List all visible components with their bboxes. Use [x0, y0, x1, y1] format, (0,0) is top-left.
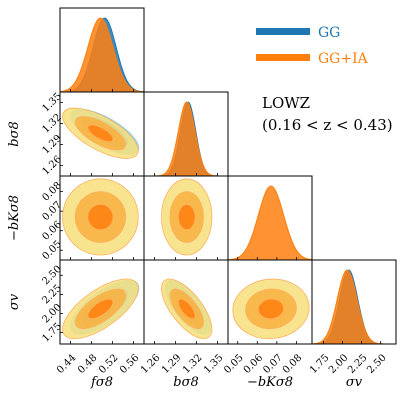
- legend-label-ggia: GG+IA: [318, 51, 369, 67]
- panel-content: [232, 278, 310, 340]
- x-tick-label-fs8-2: 0.52: [97, 352, 121, 376]
- panel-content: [62, 107, 140, 159]
- panel-bKs8-bKs8: [227, 175, 313, 261]
- contour-ggia-fs8-sv-level-3: [87, 298, 114, 320]
- panel-content: [228, 185, 312, 260]
- panel-content: [144, 101, 228, 176]
- x-tick-label-fs8-1: 0.48: [76, 352, 100, 376]
- annotation-survey: LOWZ: [262, 94, 310, 112]
- x-tick-label-bKs8-0: 0.05: [222, 352, 246, 376]
- y-axis-label-bs8: bσ8: [7, 121, 22, 146]
- legend: GG GG+IA: [256, 25, 369, 67]
- x-tick-label-fs8-3: 0.56: [118, 352, 142, 376]
- panel-content: [62, 278, 140, 340]
- x-axis-label-bKs8: −bKσ8: [247, 375, 293, 390]
- x-tick-label-sv-1: 2.00: [327, 352, 351, 376]
- x-axis-label-sv: σv: [346, 375, 363, 390]
- x-tick-label-bs8-2: 1.32: [181, 352, 205, 376]
- panel-fs8-fs8: [59, 7, 145, 93]
- marginal-ggia-bKs8: [228, 185, 312, 260]
- x-tick-label-bs8-0: 1.26: [139, 352, 163, 376]
- panel-content: [161, 278, 213, 340]
- annotation-redshift: (0.16 < z < 0.43): [262, 116, 393, 134]
- x-tick-label-bKs8-3: 0.08: [281, 352, 305, 376]
- x-tick-label-bs8-1: 1.29: [160, 352, 184, 376]
- labels-layer: fσ8 bσ8 bσ8 −bKσ8 −bKσ8 σv σv: [7, 121, 363, 390]
- panels-layer: [59, 7, 397, 345]
- panel-fs8-bKs8: [59, 175, 145, 261]
- legend-label-gg: GG: [318, 25, 340, 41]
- y-axis-label-bKs8: −bKσ8: [7, 195, 22, 241]
- panel-bs8-sv: [143, 259, 229, 345]
- panel-sv-sv: [311, 259, 397, 345]
- x-tick-label-bs8-3: 1.35: [202, 352, 226, 376]
- contour-ggia-bKs8-sv-level-3: [257, 298, 285, 320]
- panel-frame: [311, 259, 397, 345]
- panel-fs8-bs8: [59, 91, 145, 177]
- contour-ggia-bs8-bKs8-level-3: [177, 203, 196, 231]
- x-tick-label-sv-3: 2.50: [365, 352, 389, 376]
- contour-ggia-bs8-sv-level-3: [177, 298, 196, 320]
- panel-bKs8-sv: [227, 259, 313, 345]
- contour-ggia-fs8-bKs8-level-3: [87, 203, 114, 231]
- panel-bs8-bKs8: [143, 175, 229, 261]
- panel-content: [60, 17, 144, 92]
- x-tick-label-sv-0: 1.75: [308, 352, 332, 376]
- x-tick-label-bKs8-2: 0.07: [261, 352, 285, 376]
- panel-content: [312, 269, 396, 344]
- marginal-ggia-fs8: [60, 17, 144, 92]
- panel-fs8-sv: [59, 259, 145, 345]
- legend-swatch-ggia: [256, 54, 310, 61]
- x-axis-label-fs8: fσ8: [90, 375, 113, 390]
- x-axis-label-bs8: bσ8: [173, 375, 198, 390]
- x-tick-label-bKs8-1: 0.06: [242, 352, 266, 376]
- panel-bs8-bs8: [143, 91, 229, 177]
- y-axis-label-sv: σv: [7, 293, 22, 310]
- legend-swatch-gg: [256, 28, 310, 35]
- marginal-ggia-bs8: [144, 101, 228, 176]
- panel-content: [62, 178, 139, 256]
- x-tick-label-sv-2: 2.25: [346, 352, 370, 376]
- contour-ggia-fs8-bs8-level-3: [87, 124, 114, 143]
- panel-content: [161, 178, 213, 256]
- x-tick-label-fs8-0: 0.44: [55, 352, 79, 376]
